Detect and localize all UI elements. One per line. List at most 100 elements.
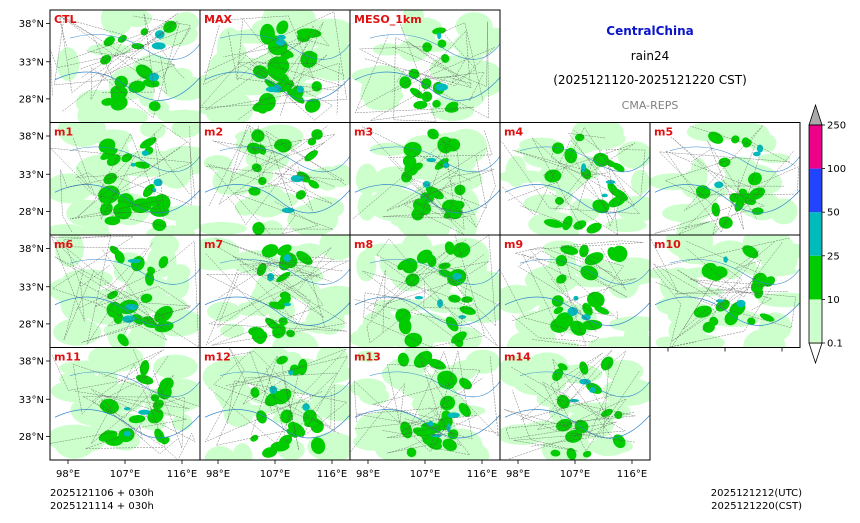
province-border [658, 151, 790, 235]
map-panel-m4: m4 [499, 122, 651, 236]
moderate-rain-area [441, 54, 450, 63]
moderate-rain-area [711, 202, 720, 217]
light-rain-area [616, 195, 650, 222]
river-line [504, 296, 650, 326]
heavy-rain-area [275, 39, 286, 46]
province-border [387, 130, 493, 235]
map-panel-m5: m5 [649, 122, 801, 236]
moderate-rain-area [270, 441, 290, 452]
province-border [208, 260, 349, 332]
province-border [671, 268, 743, 347]
colorbar-level-label: 10 [827, 295, 840, 306]
moderate-rain-area [724, 311, 739, 326]
moderate-rain-area [544, 169, 562, 183]
moderate-rain-area [117, 333, 129, 347]
moderate-rain-area [421, 91, 433, 102]
moderate-rain-area [286, 329, 295, 338]
moderate-rain-area [702, 321, 715, 333]
light-rain-area [595, 336, 642, 348]
province-border [223, 42, 333, 121]
heavy-rain-area [123, 430, 131, 437]
river-line [354, 184, 500, 214]
province-border [100, 125, 196, 220]
province-border [385, 235, 496, 332]
river-line [654, 184, 800, 214]
light-rain-area [50, 224, 87, 235]
colorbar-segment [809, 212, 822, 256]
panel-label: m3 [354, 126, 373, 139]
province-border [54, 15, 191, 86]
moderate-rain-area [98, 185, 120, 204]
moderate-rain-area [742, 245, 759, 259]
panel-label: m8 [354, 238, 373, 251]
light-rain-area [456, 169, 483, 190]
light-rain-area [655, 336, 677, 348]
light-rain-area [386, 358, 414, 390]
lon-tick-label: 116°E [317, 469, 347, 480]
moderate-rain-area [286, 428, 298, 438]
lon-tick-label: 116°E [617, 469, 647, 480]
panel-label: m10 [654, 238, 681, 251]
river-line [654, 296, 800, 326]
heavy-rain-area [122, 315, 135, 323]
moderate-rain-area [550, 449, 561, 457]
heavy-rain-area [141, 150, 149, 156]
river-line [369, 146, 500, 173]
province-border [211, 243, 348, 346]
light-rain-area [100, 10, 134, 36]
precip-field [650, 122, 800, 235]
province-border [531, 350, 635, 447]
river-line [204, 409, 350, 439]
moderate-rain-area [276, 355, 288, 365]
moderate-rain-area [139, 137, 157, 149]
river-line [669, 146, 800, 173]
moderate-rain-area [445, 200, 465, 213]
light-rain-area [303, 18, 350, 48]
river-line [204, 184, 350, 214]
light-rain-area [219, 392, 236, 409]
province-border [511, 367, 627, 452]
province-border [686, 247, 762, 331]
heavy-rain-area [127, 258, 142, 264]
moderate-rain-area [405, 273, 420, 287]
heavy-rain-area [296, 85, 305, 93]
panel-label: CTL [54, 13, 77, 26]
light-rain-area [500, 284, 539, 314]
light-rain-area [55, 235, 85, 268]
river-line [519, 146, 650, 173]
colorbar-level-label: 0.1 [827, 339, 843, 350]
map-panel-m8: m8 [349, 234, 501, 348]
colorbar-under-arrow [808, 342, 823, 365]
province-border [237, 22, 345, 93]
moderate-rain-area [446, 138, 461, 152]
light-rain-area [758, 153, 791, 164]
light-rain-area [500, 424, 549, 445]
moderate-rain-area [748, 172, 762, 186]
province-border [402, 130, 487, 230]
map-panel-m13: m13 [349, 347, 501, 461]
river-line [519, 371, 650, 398]
precip-field [50, 122, 200, 235]
light-rain-area [521, 340, 580, 348]
footer-valid-cst: 2025121220(CST) [711, 501, 802, 512]
province-border [664, 125, 755, 233]
light-rain-area [171, 122, 200, 138]
light-rain-area [723, 156, 758, 182]
province-border [61, 26, 191, 113]
moderate-rain-area [311, 129, 323, 140]
light-rain-area [445, 128, 488, 165]
light-rain-area [374, 299, 391, 335]
map-panel-meso_1km: MESO_1km [349, 9, 501, 123]
moderate-rain-area [135, 64, 153, 80]
light-rain-area [75, 89, 115, 116]
river-line [69, 259, 200, 285]
moderate-rain-area [154, 305, 173, 323]
heavy-rain-area [589, 387, 596, 393]
province-border [357, 14, 446, 122]
moderate-rain-area [252, 99, 274, 112]
province-border [60, 246, 148, 341]
river-line [369, 259, 500, 285]
moderate-rain-area [149, 205, 170, 217]
moderate-rain-area [594, 306, 610, 315]
heavy-rain-area [283, 302, 292, 307]
